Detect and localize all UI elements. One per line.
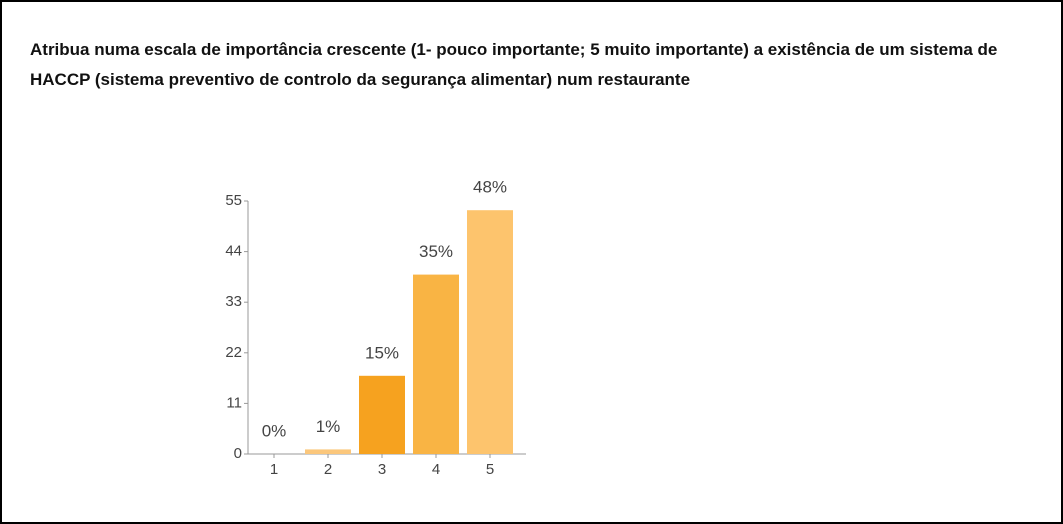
data-label: 35% [419, 242, 453, 261]
y-tick-label: 44 [225, 243, 242, 260]
chart-title: Atribua numa escala de importância cresc… [30, 40, 998, 89]
x-tick-label: 3 [378, 461, 386, 478]
bar [413, 274, 459, 454]
bar [359, 375, 405, 454]
y-tick-label: 55 [225, 192, 242, 209]
data-label: 48% [473, 178, 507, 197]
x-tick-label: 1 [270, 461, 278, 478]
bar [305, 449, 351, 454]
chart: 0 11 22 33 44 55 1 0% 2 1% 3 15% 4 35% 5 48% [225, 178, 526, 478]
bar [467, 210, 513, 454]
x-tick-label: 4 [432, 461, 440, 478]
x-tick-label: 5 [486, 461, 494, 478]
y-tick-label: 33 [225, 293, 242, 310]
data-label: 0% [262, 421, 287, 440]
y-tick-label: 22 [225, 344, 242, 361]
data-label: 15% [365, 343, 399, 362]
y-tick-label: 0 [234, 445, 242, 462]
y-tick-label: 11 [226, 394, 242, 411]
data-label: 1% [316, 417, 341, 436]
x-tick-label: 2 [324, 461, 332, 478]
